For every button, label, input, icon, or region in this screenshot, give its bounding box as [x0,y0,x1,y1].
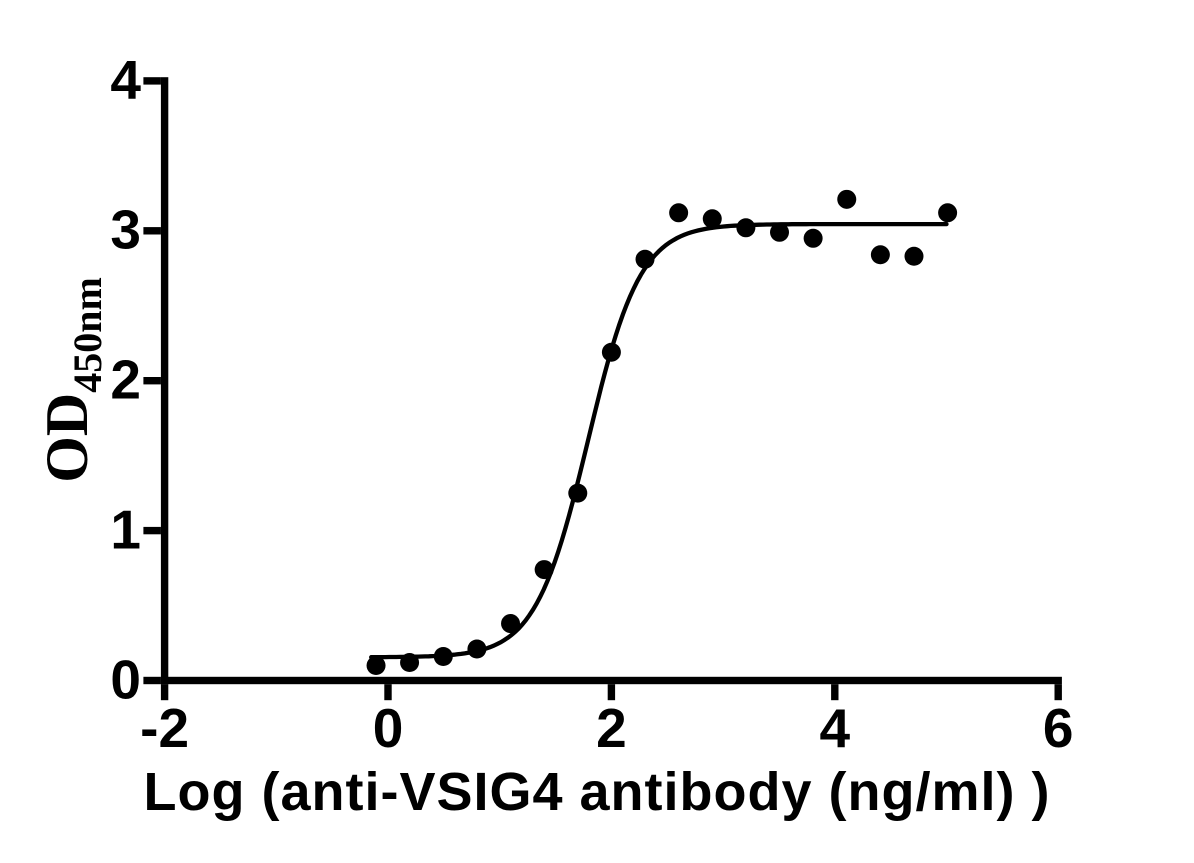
data-point [770,222,790,242]
data-point [534,560,554,580]
data-point [635,249,655,269]
x-tick-label: 2 [596,697,627,759]
y-axis-title-main: OD [34,392,100,483]
x-axis-title: Log (anti-VSIG4 antibody (ng/ml) ) [143,762,1051,822]
data-point [601,342,621,362]
x-tick-label: 4 [819,697,851,759]
data-point [870,245,890,265]
data-point [366,656,386,676]
y-tick-label: 2 [110,348,141,411]
data-point [702,209,722,229]
data-point [669,203,689,223]
x-tick-label: -2 [140,697,190,759]
x-tick-mark [831,684,839,701]
data-point [938,203,958,223]
y-tick-mark [143,377,161,385]
data-point [501,614,521,634]
x-tick-label: 0 [372,697,404,759]
data-point [904,246,924,266]
data-point [467,639,487,659]
data-point [400,653,420,673]
data-point [803,228,823,248]
x-tick-mark [384,684,392,701]
x-tick-mark [1054,684,1062,701]
x-axis-line [160,676,1062,685]
y-tick-mark [143,676,161,685]
y-tick-label: 1 [110,497,141,560]
data-point [568,483,588,503]
y-tick-mark [143,77,161,85]
y-tick-label: 3 [110,198,141,261]
y-axis-line [160,77,169,685]
y-tick-label: 4 [110,48,141,111]
x-tick-mark [607,684,616,701]
y-axis-title-subscript: 450nm [65,277,110,393]
y-tick-mark [143,526,161,535]
x-tick-label: 6 [1042,697,1074,759]
fit-curve [369,221,949,660]
data-point [433,647,453,667]
y-axis-title: OD450nm [33,277,111,483]
y-tick-mark [143,227,161,235]
x-tick-mark [160,684,169,701]
y-tick-label: 0 [110,647,141,710]
data-point [736,218,756,238]
data-point [837,189,857,209]
